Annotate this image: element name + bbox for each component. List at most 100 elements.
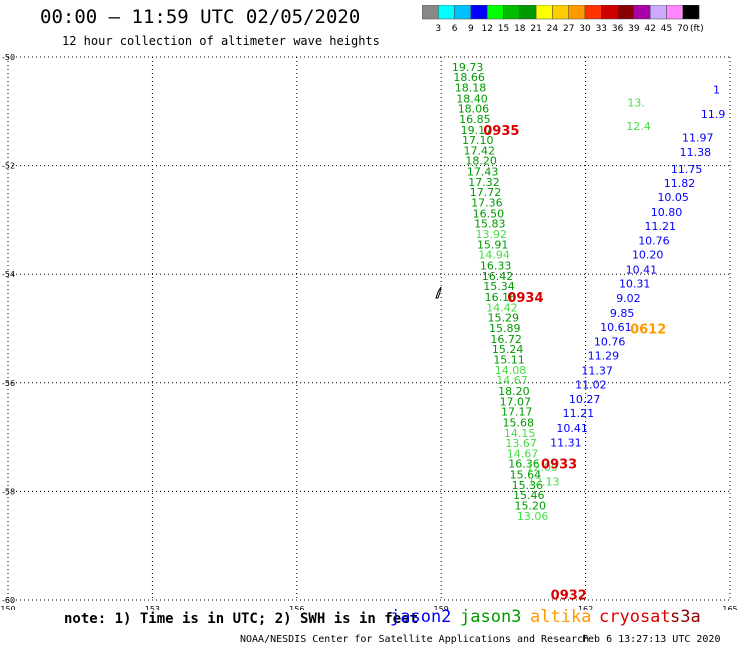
y-tick-label: -58 bbox=[2, 487, 15, 496]
data-label: 11.21 bbox=[563, 407, 595, 420]
data-label: 10.05 bbox=[657, 191, 689, 204]
data-label: 18.40 bbox=[456, 92, 488, 105]
footnote: note: 1) Time is in UTC; 2) SWH is in fe… bbox=[64, 611, 419, 627]
data-label: 15.36 bbox=[512, 479, 544, 492]
data-label: 12.09 bbox=[527, 461, 559, 474]
data-label: 17.72 bbox=[470, 186, 502, 199]
legend-cryosat: cryosat bbox=[599, 607, 671, 627]
data-label: 11.9 bbox=[701, 108, 726, 121]
data-label: 13.92 bbox=[476, 228, 508, 241]
data-label: 10.27 bbox=[569, 393, 601, 406]
data-label: 11.31 bbox=[550, 437, 582, 450]
data-label: 17.43 bbox=[467, 166, 499, 179]
data-label: 14.42 bbox=[486, 301, 518, 314]
x-tick-label: 165 bbox=[722, 605, 737, 610]
data-label: 9.85 bbox=[610, 307, 635, 320]
data-label: 15.11 bbox=[493, 353, 525, 366]
colorbar-label: 70 bbox=[677, 24, 689, 34]
data-label: 15.91 bbox=[477, 238, 509, 251]
x-tick-label: 153 bbox=[145, 605, 160, 610]
data-label: 15.34 bbox=[483, 280, 515, 293]
colorbar-label: 15 bbox=[498, 24, 509, 34]
pass-time-label: 0935 bbox=[483, 124, 519, 139]
colorbar-label: 27 bbox=[563, 24, 574, 34]
data-label: 15.89 bbox=[489, 322, 521, 335]
data-label: 10.61 bbox=[600, 321, 632, 334]
data-label: 15.83 bbox=[474, 218, 506, 231]
data-label: 11.97 bbox=[682, 131, 714, 144]
colorbar-label: 12 bbox=[481, 24, 492, 34]
data-label: 19.73 bbox=[452, 61, 484, 74]
colorbar-label: 9 bbox=[468, 24, 474, 34]
data-label: 10.41 bbox=[556, 422, 588, 435]
y-tick-label: -60 bbox=[2, 596, 15, 605]
data-label: 17.17 bbox=[501, 406, 533, 419]
colorbar-label: 3 bbox=[435, 24, 441, 34]
data-label: 1 bbox=[713, 84, 720, 97]
colorbar-label: 39 bbox=[628, 24, 640, 34]
data-label: 17.07 bbox=[500, 395, 532, 408]
colorbar-label: 24 bbox=[547, 24, 559, 34]
data-label: 15.29 bbox=[488, 312, 520, 325]
data-label: 13. bbox=[627, 97, 645, 110]
data-label: 12.13 bbox=[528, 476, 560, 489]
data-label: 11.21 bbox=[644, 220, 676, 233]
y-tick-label: -52 bbox=[2, 162, 15, 171]
pass-time-label: 0934 bbox=[507, 291, 543, 306]
data-label: 18.66 bbox=[453, 71, 485, 84]
data-label: 9.02 bbox=[616, 292, 641, 305]
data-label: 16.50 bbox=[473, 207, 505, 220]
data-label: 18.20 bbox=[465, 155, 497, 168]
data-label: 16.85 bbox=[459, 113, 491, 126]
y-tick-label: -56 bbox=[2, 379, 15, 388]
colorbar-label: 6 bbox=[452, 24, 458, 34]
plot-area: 150 153 156 159 162 165 -50 -52 -54 -56 -58 -60 19.7… bbox=[0, 53, 737, 610]
data-label: 17.10 bbox=[462, 134, 494, 147]
data-label: 14.67 bbox=[507, 447, 539, 460]
colorbar-label: 45 bbox=[661, 24, 672, 34]
data-label: 15.24 bbox=[492, 343, 524, 356]
x-tick-label: 156 bbox=[289, 605, 304, 610]
data-label: 15.64 bbox=[510, 469, 542, 482]
data-label: 19.17 bbox=[461, 124, 493, 137]
data-label: 11.38 bbox=[680, 146, 712, 159]
data-label: 10.31 bbox=[619, 277, 651, 290]
x-tick-label: 159 bbox=[434, 605, 449, 610]
data-label: 11.82 bbox=[664, 177, 696, 190]
colorbar-label: 33 bbox=[596, 24, 607, 34]
data-label: 11.75 bbox=[671, 163, 703, 176]
data-label: 14.94 bbox=[478, 249, 510, 262]
data-label: 18.20 bbox=[498, 385, 530, 398]
data-label: 16.72 bbox=[490, 333, 522, 346]
colorbar-label: 36 bbox=[612, 24, 624, 34]
data-label: 17.32 bbox=[468, 176, 500, 189]
pass-time-label: 0933 bbox=[541, 458, 577, 473]
data-label: 17.36 bbox=[471, 197, 503, 210]
legend-s3a: s3a bbox=[670, 607, 701, 627]
data-label: 15.68 bbox=[502, 416, 534, 429]
data-label: 15.46 bbox=[513, 489, 545, 502]
colorbar: 3 6 9 12 15 18 21 24 27 30 33 36 39 42 45 70 (ft) bbox=[422, 5, 704, 34]
colorbar-swatch bbox=[682, 5, 700, 20]
data-label: 10.80 bbox=[651, 206, 683, 219]
data-label: 16.33 bbox=[480, 260, 512, 273]
footer-credit: NOAA/NESDIS Center for Satellite Applica… bbox=[240, 634, 590, 645]
x-tick-label: 150 bbox=[0, 605, 15, 610]
data-label: 10.76 bbox=[594, 336, 626, 349]
data-label: 11.02 bbox=[575, 378, 607, 391]
legend-altika: altika bbox=[530, 607, 592, 627]
colorbar-label: 42 bbox=[644, 24, 655, 34]
island-outline bbox=[435, 286, 442, 299]
y-tick-label: -50 bbox=[2, 53, 15, 62]
data-label: 10.41 bbox=[626, 263, 658, 276]
colorbar-label: 21 bbox=[530, 24, 541, 34]
data-label: 14.15 bbox=[504, 427, 536, 440]
y-tick-label: -54 bbox=[2, 270, 15, 279]
data-label: 11.37 bbox=[581, 364, 613, 377]
footer-timestamp: Feb 6 13:27:13 UTC 2020 bbox=[582, 634, 721, 645]
data-label: 16.16 bbox=[485, 291, 517, 304]
data-label: 16.42 bbox=[482, 270, 514, 283]
legend-jason3: jason3 bbox=[460, 607, 522, 627]
data-label: 13.67 bbox=[505, 437, 537, 450]
data-label: 16.36 bbox=[508, 458, 540, 471]
